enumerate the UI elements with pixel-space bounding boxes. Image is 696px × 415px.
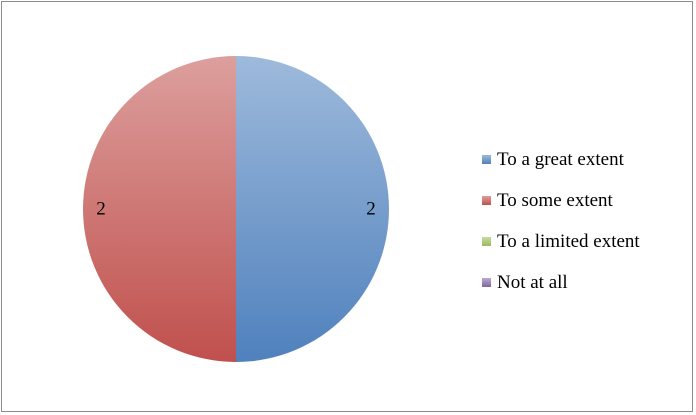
legend-item-limited-extent: To a limited extent — [482, 221, 640, 262]
pie-slice-some-extent — [83, 56, 236, 362]
legend-label-limited-extent: To a limited extent — [497, 230, 640, 252]
legend-item-some-extent: To some extent — [482, 180, 640, 221]
legend-item-not-at-all: Not at all — [482, 262, 640, 303]
legend-swatch-great-extent — [482, 155, 491, 164]
chart-legend: To a great extent To some extent To a li… — [482, 139, 640, 303]
legend-label-not-at-all: Not at all — [497, 271, 568, 293]
data-label-great-extent: 2 — [366, 199, 376, 220]
legend-item-great-extent: To a great extent — [482, 139, 640, 180]
legend-swatch-limited-extent — [482, 237, 491, 246]
data-label-some-extent: 2 — [96, 199, 106, 220]
legend-label-some-extent: To some extent — [497, 189, 613, 211]
legend-label-great-extent: To a great extent — [497, 148, 624, 170]
legend-swatch-some-extent — [482, 196, 491, 205]
pie-slice-great-extent — [236, 56, 389, 362]
legend-swatch-not-at-all — [482, 278, 491, 287]
